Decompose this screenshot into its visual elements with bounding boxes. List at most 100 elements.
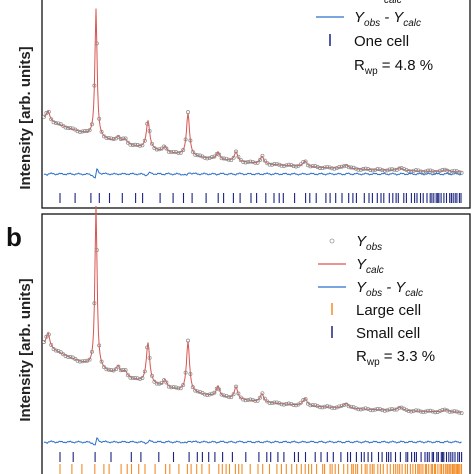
obs-point	[390, 407, 394, 412]
obs-point	[378, 167, 382, 172]
obs-point	[157, 147, 162, 152]
obs-point	[214, 386, 219, 391]
obs-point	[253, 398, 258, 403]
obs-point	[258, 395, 262, 400]
obs-point	[90, 349, 94, 354]
obs-point	[310, 403, 315, 408]
obs-point	[322, 165, 327, 170]
obs-point	[246, 160, 250, 165]
obs-point	[284, 402, 289, 406]
diff-line	[43, 437, 462, 446]
obs-point	[210, 391, 214, 396]
obs-point	[123, 136, 128, 141]
obs-point	[351, 165, 356, 170]
panel-b-traces	[42, 205, 464, 416]
obs-point	[183, 137, 188, 142]
obs-point	[138, 143, 142, 148]
obs-point	[46, 109, 51, 114]
obs-point	[339, 164, 344, 169]
obs-point	[198, 153, 202, 158]
obs-point	[406, 169, 411, 174]
obs-point	[428, 168, 433, 173]
obs-point	[178, 150, 183, 155]
obs-point	[58, 350, 63, 355]
obs-point	[426, 168, 430, 173]
obs-point	[447, 169, 452, 174]
obs-point	[99, 129, 104, 134]
obs-point	[164, 146, 169, 151]
obs-point	[159, 146, 164, 151]
obs-point	[219, 156, 224, 161]
obs-point	[416, 168, 421, 173]
obs-point	[397, 405, 402, 410]
obs-point	[363, 166, 368, 171]
obs-point	[176, 386, 181, 391]
obs-point	[452, 168, 457, 173]
obs-point	[423, 409, 428, 414]
obs-point	[109, 136, 114, 141]
obs-point	[337, 404, 342, 409]
obs-point	[435, 410, 440, 414]
obs-point	[193, 152, 198, 157]
obs-point	[118, 137, 123, 141]
obs-point	[63, 125, 68, 130]
obs-point	[272, 400, 277, 405]
obs-point	[433, 170, 438, 174]
obs-point	[135, 143, 140, 147]
obs-point	[315, 165, 320, 169]
legend-label: Yobs	[356, 233, 382, 253]
obs-point	[174, 150, 178, 155]
obs-point	[267, 162, 272, 167]
obs-point	[42, 114, 46, 119]
panel-b-small-cell-ticks	[59, 452, 463, 462]
obs-point	[157, 381, 162, 386]
obs-point	[361, 406, 366, 411]
obs-point	[210, 155, 214, 160]
obs-point	[318, 405, 322, 410]
obs-point	[301, 160, 306, 165]
obs-point	[397, 166, 402, 171]
obs-point	[344, 402, 349, 407]
obs-point	[428, 408, 433, 413]
obs-point	[195, 389, 200, 394]
obs-point	[411, 408, 416, 413]
obs-point	[229, 395, 234, 400]
obs-point	[409, 409, 414, 414]
obs-point	[212, 154, 217, 159]
obs-point	[236, 154, 241, 159]
obs-point	[457, 410, 462, 415]
obs-point	[226, 157, 231, 162]
obs-point	[121, 136, 126, 141]
obs-point	[274, 400, 279, 405]
obs-point	[246, 397, 250, 402]
obs-point	[361, 167, 366, 171]
obs-point	[54, 348, 58, 353]
obs-point	[289, 401, 294, 406]
obs-point	[346, 165, 351, 170]
obs-point	[248, 159, 253, 164]
obs-point	[459, 411, 464, 416]
obs-point	[193, 388, 198, 393]
obs-point	[325, 164, 330, 169]
legend-label: Ycalc	[356, 256, 384, 276]
obs-point	[452, 409, 457, 414]
obs-point	[337, 165, 342, 170]
obs-point	[279, 163, 284, 168]
obs-point	[126, 373, 130, 378]
obs-point	[450, 169, 454, 174]
legend-label: Yobs - Ycalc	[356, 279, 423, 299]
obs-point	[54, 121, 58, 126]
calc-line	[43, 205, 462, 413]
obs-point	[270, 162, 274, 167]
obs-point	[219, 392, 224, 397]
obs-point	[241, 159, 246, 164]
legend-partial-label: calc	[384, 0, 402, 6]
obs-point	[82, 129, 87, 133]
obs-point	[416, 408, 421, 413]
obs-point	[102, 365, 106, 370]
panel-a-frame	[41, 0, 471, 209]
obs-point	[49, 117, 54, 122]
obs-point	[332, 406, 337, 411]
obs-point	[243, 398, 248, 403]
obs-point	[97, 116, 102, 121]
